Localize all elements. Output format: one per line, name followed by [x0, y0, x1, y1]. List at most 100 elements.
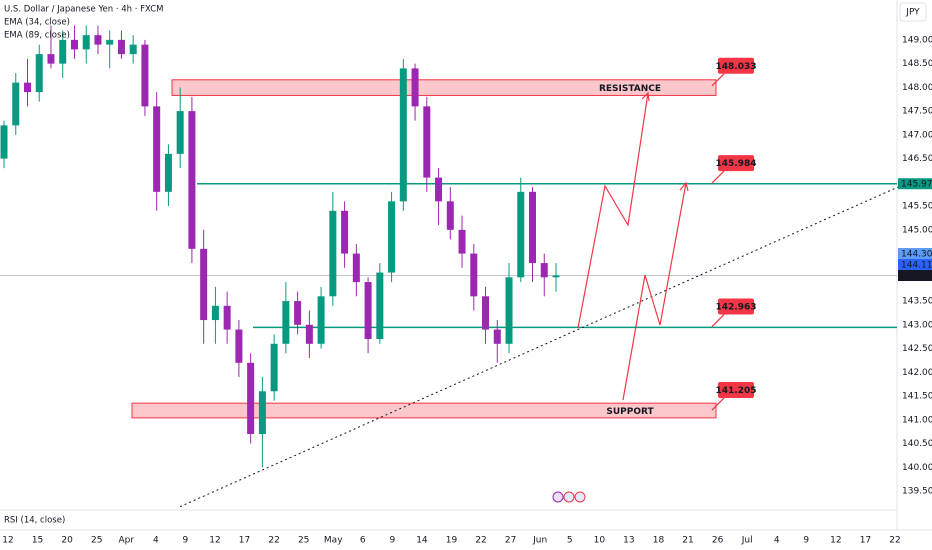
callout-box — [718, 155, 754, 172]
x-tick-label: 17 — [239, 536, 250, 546]
y-tick-label: 147.500 — [902, 107, 932, 117]
x-tick-label: 22 — [268, 536, 279, 546]
x-tick-label: Jul — [741, 536, 753, 546]
y-tick-label: 143.000 — [902, 320, 932, 330]
candle-body — [435, 177, 443, 202]
candle-body — [188, 111, 196, 249]
price-label: 144.038 — [901, 272, 932, 282]
trendline — [179, 185, 901, 508]
candle-body — [517, 191, 525, 278]
y-tick-label: 148.000 — [902, 83, 932, 93]
candles — [0, 25, 560, 468]
legend-ema: EMA (34, close) — [4, 18, 70, 28]
candle-body — [94, 35, 102, 45]
candle-body — [270, 343, 278, 392]
projection-arrow — [577, 92, 649, 329]
icon — [552, 491, 564, 503]
x-tick-label: 4 — [153, 536, 159, 546]
candle-body — [211, 305, 219, 321]
icon — [574, 491, 586, 503]
x-tick-label: 20 — [61, 536, 73, 546]
price-label-box — [898, 270, 932, 282]
x-tick-label: 22 — [889, 536, 900, 546]
candle-body — [35, 54, 43, 93]
x-tick-label: 25 — [91, 536, 102, 546]
candle-body — [200, 248, 208, 321]
candle-body — [153, 106, 161, 192]
y-tick-label: 145.000 — [902, 225, 932, 235]
callout-box — [718, 57, 754, 74]
x-tick-label: May — [324, 536, 343, 546]
candle-body — [364, 282, 372, 340]
candle-body — [0, 125, 8, 159]
candle-body — [411, 68, 419, 107]
candle-body — [493, 329, 501, 344]
candle-body — [223, 305, 231, 330]
price-label: 145.971 — [901, 180, 932, 190]
x-tick-label: 12 — [209, 536, 220, 546]
candle-body — [164, 153, 172, 192]
x-tick-label: 12 — [830, 536, 841, 546]
candle-body — [399, 68, 407, 202]
candle-body — [317, 296, 325, 344]
y-tick-label: 149.000 — [902, 35, 932, 45]
price-label: 144.301 — [901, 250, 932, 260]
x-tick-label: 9 — [183, 536, 189, 546]
candle-body — [47, 54, 55, 64]
x-tick-label: 21 — [682, 536, 693, 546]
candle-body — [129, 44, 137, 55]
projection-arrow — [622, 182, 687, 401]
x-tick-label: 5 — [567, 536, 573, 546]
x-tick-label: Apr — [118, 536, 134, 546]
x-tick-label: 13 — [623, 536, 634, 546]
y-tick-label: 142.500 — [902, 344, 932, 354]
callout-pointer — [711, 73, 725, 87]
y-tick-label: 140.000 — [902, 463, 932, 473]
x-tick-label: 18 — [653, 536, 665, 546]
zone-label: RESISTANCE — [599, 84, 661, 94]
drawings — [552, 91, 689, 503]
currency[interactable]: JPY — [905, 8, 920, 18]
x-tick-label: 15 — [32, 536, 43, 546]
candle-body — [376, 272, 384, 340]
x-tick-label: 22 — [475, 536, 486, 546]
y-tick-label: 142.000 — [902, 368, 932, 378]
y-tick-label: 147.000 — [902, 130, 932, 140]
candle-body — [529, 191, 537, 264]
candle-body — [482, 296, 490, 330]
y-tick-label: 141.500 — [902, 392, 932, 402]
y-tick-label: 140.500 — [902, 439, 932, 449]
candle-body — [247, 362, 255, 435]
price-label-box — [898, 259, 932, 271]
callout-label: 148.033 — [716, 62, 757, 72]
legend-symbol: U.S. Dollar / Japanese Yen · 4h · FXCM — [4, 5, 164, 15]
callout-label: 141.205 — [716, 386, 757, 396]
candle-body — [23, 82, 31, 93]
candle-body — [540, 263, 548, 278]
candle-body — [352, 253, 360, 283]
y-tick-label: 145.500 — [902, 202, 932, 212]
zone-label: SUPPORT — [606, 407, 654, 417]
candle-body — [282, 301, 290, 344]
callout-box — [718, 298, 754, 315]
candle-body — [305, 324, 313, 344]
x-tick-label: 12 — [2, 536, 13, 546]
candle-body — [106, 39, 114, 45]
price-label: 144.118 — [901, 261, 932, 271]
candle-body — [59, 39, 67, 64]
candle-body — [505, 277, 513, 344]
zone — [131, 402, 717, 419]
arrowhead — [679, 181, 689, 192]
y-tick-label: 141.000 — [902, 415, 932, 425]
currency-box[interactable] — [899, 2, 927, 22]
legend-ema: EMA (89, close) — [4, 31, 70, 41]
candle-body — [458, 229, 466, 254]
candle-body — [176, 111, 184, 154]
candle-body — [470, 253, 478, 297]
candle-body — [117, 39, 125, 55]
x-tick-label: 6 — [360, 536, 366, 546]
y-tick-label: 148.500 — [902, 59, 932, 69]
logo-icons — [552, 491, 586, 503]
x-tick-label: 9 — [389, 536, 395, 546]
